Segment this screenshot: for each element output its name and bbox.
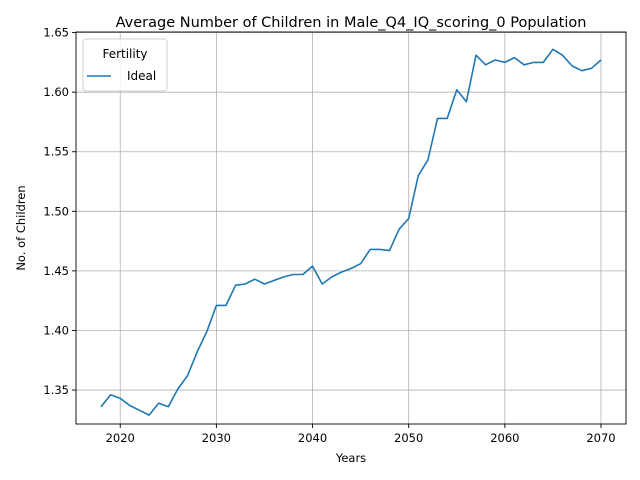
y-tick-label: 1.55 <box>43 145 69 159</box>
y-tick-label: 1.40 <box>43 323 69 337</box>
legend-title: Fertility <box>102 47 147 61</box>
y-tick-label: 1.50 <box>43 204 69 218</box>
x-tick-label: 2050 <box>394 431 423 445</box>
y-tick-label: 1.35 <box>43 383 69 397</box>
y-tick-label: 1.60 <box>43 85 69 99</box>
x-tick-label: 2030 <box>202 431 231 445</box>
legend-label-ideal: Ideal <box>127 69 156 83</box>
y-tick-label: 1.45 <box>43 264 69 278</box>
y-axis-label: No. of Children <box>14 185 28 270</box>
x-tick-label: 2070 <box>586 431 615 445</box>
x-tick-label: 2060 <box>490 431 519 445</box>
y-tick-label: 1.65 <box>43 26 69 40</box>
series-layer <box>101 49 601 415</box>
x-tick-label: 2040 <box>298 431 327 445</box>
x-axis-label: Years <box>335 451 366 465</box>
series-line-ideal <box>101 49 601 415</box>
chart-title: Average Number of Children in Male_Q4_IQ… <box>116 15 587 31</box>
legend: Fertility Ideal <box>83 39 167 91</box>
x-tick-label: 2020 <box>106 431 135 445</box>
